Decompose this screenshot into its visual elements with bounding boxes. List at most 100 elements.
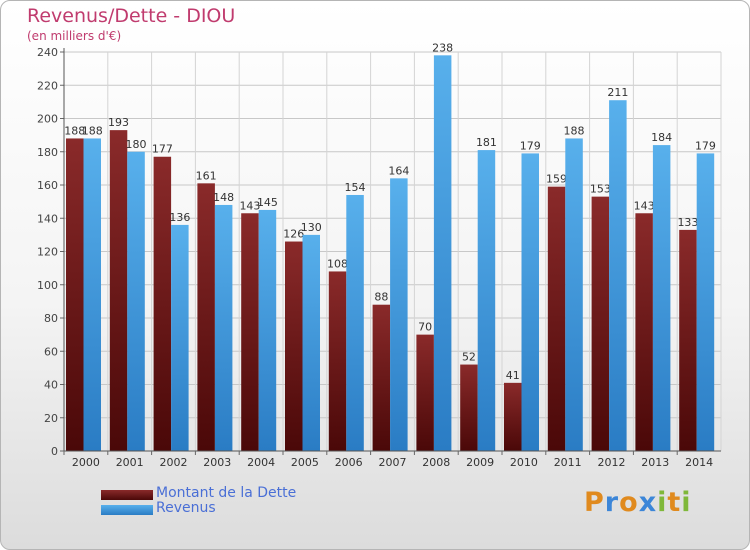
logo-letter: i (657, 487, 668, 518)
bar (171, 224, 189, 451)
chart-title: Revenus/Dette - DIOU (27, 5, 236, 27)
data-label: 177 (152, 143, 173, 156)
y-tick-label: 120 (37, 246, 58, 259)
data-label: 133 (677, 216, 698, 229)
logo-letter: P (584, 487, 605, 518)
data-label: 188 (82, 124, 103, 137)
bar (679, 229, 697, 451)
bar (258, 209, 277, 451)
x-tick-label: 2003 (203, 456, 231, 469)
data-label: 184 (651, 131, 672, 144)
logo-letter: t (667, 487, 682, 518)
bar (477, 150, 496, 451)
data-label: 88 (374, 291, 388, 304)
bar (153, 156, 172, 452)
data-label: 70 (418, 321, 432, 334)
logo-letter: r (604, 487, 620, 518)
y-tick-label: 160 (37, 179, 58, 192)
x-tick-label: 2004 (247, 456, 275, 469)
chart-subtitle: (en milliers d'€) (27, 29, 122, 43)
data-label: 136 (169, 211, 190, 224)
data-label: 52 (462, 351, 476, 364)
data-label: 41 (506, 369, 520, 382)
data-label: 161 (196, 169, 217, 182)
bar (460, 364, 478, 451)
bar (591, 196, 610, 451)
logo-letter: i (681, 487, 692, 518)
legend-swatch-debt (101, 490, 153, 500)
data-label: 130 (301, 221, 322, 234)
bar (696, 153, 715, 451)
y-tick-label: 40 (44, 379, 58, 392)
y-tick-label: 20 (44, 412, 58, 425)
data-label: 188 (564, 124, 585, 137)
y-tick-label: 220 (37, 79, 58, 92)
y-tick-label: 80 (44, 312, 58, 325)
y-tick-label: 100 (37, 279, 58, 292)
bar (652, 145, 671, 451)
y-tick-label: 0 (51, 445, 58, 458)
x-tick-label: 2005 (291, 456, 319, 469)
data-label: 211 (607, 86, 628, 99)
bar (127, 151, 145, 451)
data-label: 145 (257, 196, 278, 209)
legend-label-debt: Montant de la Dette (156, 485, 297, 501)
y-tick-label: 140 (37, 212, 58, 225)
bar (565, 138, 583, 451)
y-tick-label: 200 (37, 113, 58, 126)
data-label: 143 (239, 199, 260, 212)
data-label: 238 (432, 41, 453, 54)
data-label: 179 (520, 139, 541, 152)
data-label: 180 (126, 138, 147, 151)
bar (390, 178, 408, 451)
data-label: 188 (64, 124, 85, 137)
bar (302, 234, 320, 451)
bar (372, 304, 391, 451)
logo-letter: o (619, 487, 639, 518)
bar (521, 153, 539, 451)
x-tick-label: 2006 (335, 456, 363, 469)
data-label: 181 (476, 136, 497, 149)
data-label: 164 (388, 164, 409, 177)
logo-letter: x (638, 487, 658, 518)
x-tick-label: 2009 (466, 456, 494, 469)
bar (504, 382, 522, 451)
bar (214, 204, 233, 451)
data-label: 126 (283, 228, 304, 241)
data-label: 193 (108, 116, 129, 129)
x-tick-label: 2011 (554, 456, 582, 469)
y-tick-label: 180 (37, 146, 58, 159)
x-tick-label: 2014 (685, 456, 713, 469)
data-label: 143 (634, 199, 655, 212)
bar (346, 194, 364, 451)
x-tick-label: 2007 (379, 456, 407, 469)
x-tick-label: 2002 (160, 456, 188, 469)
bar (66, 138, 84, 451)
legend-swatch-revenue (101, 505, 153, 515)
bar (433, 55, 452, 451)
y-tick-label: 60 (44, 345, 58, 358)
data-label: 179 (695, 139, 716, 152)
bar (285, 241, 303, 451)
x-tick-label: 2010 (510, 456, 538, 469)
data-label: 159 (546, 173, 567, 186)
data-label: 148 (213, 191, 234, 204)
x-tick-label: 2008 (422, 456, 450, 469)
x-tick-label: 2000 (72, 456, 100, 469)
legend-label-revenue: Revenus (156, 500, 216, 516)
x-tick-label: 2013 (641, 456, 669, 469)
bar (609, 100, 627, 452)
data-label: 154 (345, 181, 366, 194)
data-label: 108 (327, 257, 348, 270)
bar (109, 130, 128, 451)
y-tick-label: 240 (37, 46, 58, 59)
bar (197, 183, 215, 451)
bar (635, 213, 653, 451)
data-label: 153 (590, 183, 611, 196)
bar (83, 138, 101, 451)
bar (328, 271, 347, 451)
bar (241, 213, 259, 451)
bar (416, 334, 434, 451)
